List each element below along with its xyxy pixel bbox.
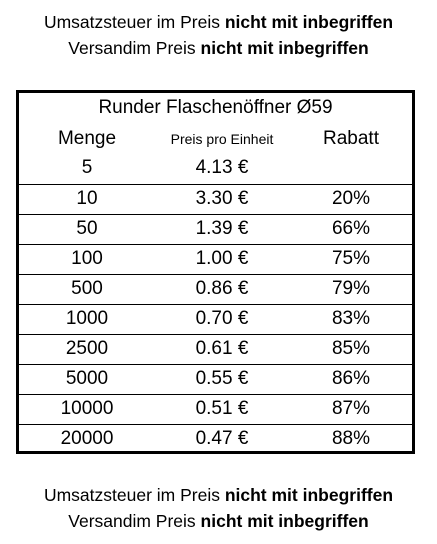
quantity-cell: 10 [76,188,98,209]
shipping-notice-emphasis: nicht mit inbegriffen [200,38,369,58]
vat-notice-text: Umsatzsteuer im Preis [43,12,225,32]
quantity-header: Menge [57,128,117,149]
price-cell: 0.51 € [195,398,249,419]
discount-header: Rabatt [323,128,379,149]
quantity-cell: 2500 [65,338,109,359]
price-cell: 4.13 € [195,157,249,178]
table-row: 10 3.30 € 20% [19,184,412,214]
price-cell: 1.39 € [195,218,249,239]
tax-shipping-notice-bottom: Umsatzsteuer im Preis nicht mit inbegrif… [0,482,437,534]
table-row: 2500 0.61 € 85% [19,334,412,364]
shipping-notice-line: Versandim Preis nicht mit inbegriffen [0,508,437,534]
vat-notice-line: Umsatzsteuer im Preis nicht mit inbegrif… [0,9,437,35]
discount-cell: 66% [331,218,371,239]
price-cell: 1.00 € [195,248,249,269]
discount-cell: 79% [331,278,371,299]
shipping-notice-text: Versandim Preis [68,38,201,58]
table-row: 50 1.39 € 66% [19,214,412,244]
discount-cell: 83% [331,308,371,329]
table-row: 5000 0.55 € 86% [19,364,412,394]
table-row: 10000 0.51 € 87% [19,394,412,424]
price-cell: 0.61 € [195,338,249,359]
discount-cell: 86% [331,368,371,389]
quantity-cell: 1000 [65,308,109,329]
quantity-cell: 100 [71,248,103,269]
table-row: 500 0.86 € 79% [19,274,412,304]
discount-cell: 88% [331,428,371,449]
quantity-cell: 500 [71,278,103,299]
table-row: 100 1.00 € 75% [19,244,412,274]
shipping-notice-line: Versandim Preis nicht mit inbegriffen [0,35,437,61]
discount-cell: 85% [331,338,371,359]
price-cell: 3.30 € [195,188,249,209]
price-table: Runder Flaschenöffner Ø59 Menge Preis pr… [16,90,415,454]
quantity-cell: 10000 [60,398,114,419]
vat-notice-emphasis: nicht mit inbegriffen [224,12,394,32]
price-cell: 0.55 € [195,368,249,389]
table-row: 1000 0.70 € 83% [19,304,412,334]
quantity-cell: 5 [81,157,93,178]
table-row: 5 4.13 € [19,154,412,184]
quantity-cell: 5000 [65,368,109,389]
table-title: Runder Flaschenöffner Ø59 [98,97,333,118]
price-cell: 0.70 € [195,308,249,329]
price-cell: 0.47 € [195,428,249,449]
vat-notice-text: Umsatzsteuer im Preis [43,485,225,505]
quantity-cell: 20000 [60,428,114,449]
shipping-notice-emphasis: nicht mit inbegriffen [200,511,369,531]
quantity-cell: 50 [76,218,98,239]
table-row: 20000 0.47 € 88% [19,424,412,454]
vat-notice-line: Umsatzsteuer im Preis nicht mit inbegrif… [0,482,437,508]
price-cell: 0.86 € [195,278,249,299]
shipping-notice-text: Versandim Preis [68,511,201,531]
vat-notice-emphasis: nicht mit inbegriffen [224,485,394,505]
discount-cell: 87% [331,398,371,419]
unit-price-header: Preis pro Einheit [170,131,274,147]
discount-cell: 75% [331,248,371,269]
discount-cell: 20% [331,188,371,209]
tax-shipping-notice-top: Umsatzsteuer im Preis nicht mit inbegrif… [0,9,437,61]
